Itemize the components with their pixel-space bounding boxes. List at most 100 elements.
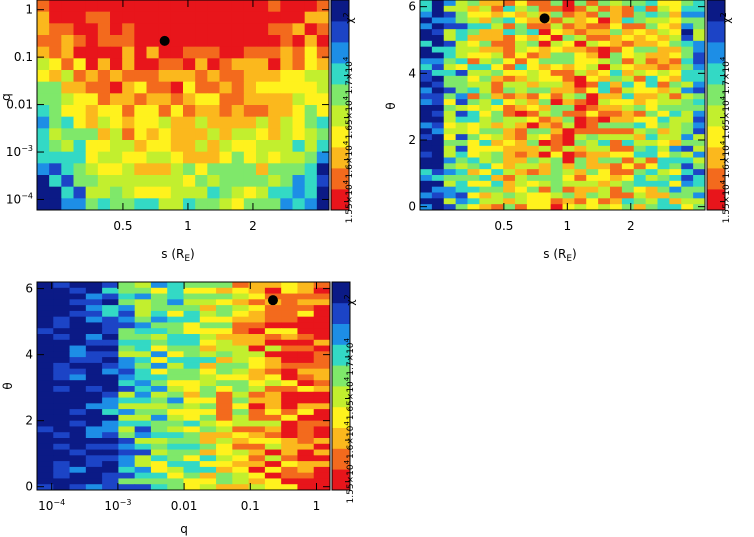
heatmap-cell: [610, 5, 623, 13]
heatmap-cell: [586, 110, 599, 118]
heatmap-cell: [313, 397, 331, 404]
heatmap-cell: [248, 426, 266, 433]
heatmap-cell: [146, 151, 160, 164]
heatmap-cell: [61, 175, 74, 188]
heatmap-cell: [550, 23, 563, 30]
colorbar-segment: [331, 126, 349, 148]
heatmap-cell: [292, 93, 306, 106]
heatmap-cell: [443, 58, 457, 65]
heatmap-cell: [491, 140, 504, 147]
heatmap-cell: [158, 186, 172, 199]
heatmap-cell: [669, 110, 682, 118]
heatmap-cell: [53, 282, 70, 289]
heatmap-cells: [37, 0, 330, 211]
heatmap-cell: [657, 58, 670, 65]
heatmap-cell: [264, 316, 282, 323]
heatmap-cell: [657, 5, 670, 13]
heatmap-cell: [574, 40, 587, 48]
heatmap-cell: [102, 380, 119, 387]
heatmap-cell: [37, 151, 50, 164]
heatmap-cell: [118, 432, 136, 439]
heatmap-cell: [195, 140, 208, 153]
colorbar-tick-label: 1.6×104: [719, 140, 732, 178]
heatmap-cell: [118, 426, 136, 433]
heatmap-cell: [503, 145, 516, 153]
y-tick-label: 4: [25, 348, 33, 362]
heatmap-cell: [645, 81, 658, 88]
heatmap-cell: [281, 357, 298, 364]
heatmap-cell: [443, 163, 457, 170]
heatmap-cell: [53, 420, 70, 427]
heatmap-cell: [669, 105, 682, 112]
heatmap-cell: [183, 345, 201, 352]
heatmap-cell: [574, 70, 587, 77]
x-tick-label: 0.1: [241, 499, 260, 513]
heatmap-cell: [49, 0, 62, 13]
heatmap-cell: [199, 368, 217, 375]
heatmap-cell: [232, 334, 250, 341]
heatmap-cell: [122, 23, 135, 36]
heatmap-cell: [455, 145, 468, 153]
heatmap-cell: [268, 11, 281, 24]
heatmap-cell: [610, 17, 623, 24]
heatmap-cell: [199, 403, 217, 410]
heatmap-cell: [562, 186, 575, 193]
heatmap-cell: [134, 198, 147, 211]
heatmap-cell: [134, 293, 152, 300]
heatmap-cell: [467, 140, 480, 147]
heatmap-cell: [110, 70, 123, 83]
heatmap-cell: [199, 397, 217, 404]
heatmap-cell: [102, 322, 119, 329]
heatmap-cell: [158, 81, 172, 94]
heatmap-cell: [297, 299, 315, 306]
heatmap-cell: [183, 461, 201, 468]
heatmap-cell: [118, 438, 136, 445]
heatmap-cell: [479, 116, 492, 123]
heatmap-cell: [420, 140, 433, 147]
heatmap-cell: [85, 472, 103, 479]
heatmap-cell: [657, 23, 670, 30]
heatmap-cell: [37, 374, 54, 381]
heatmap-cell: [37, 23, 50, 36]
heatmap-cell: [248, 420, 266, 427]
heatmap-cell: [515, 46, 528, 53]
heatmap-cell: [443, 46, 457, 53]
heatmap-cell: [562, 46, 575, 53]
heatmap-cell: [467, 0, 480, 7]
heatmap-cell: [199, 345, 217, 352]
heatmap-cell: [256, 93, 269, 106]
heatmap-cell: [183, 140, 196, 153]
heatmap-cell: [110, 151, 123, 164]
heatmap-cell: [102, 299, 119, 306]
heatmap-cell: [657, 11, 670, 18]
heatmap-cell: [633, 99, 647, 106]
heatmap-cell: [503, 35, 516, 42]
heatmap-cell: [85, 380, 103, 387]
heatmap-cell: [574, 204, 587, 211]
heatmap-cell: [49, 105, 62, 118]
heatmap-cell: [313, 282, 331, 289]
heatmap-cell: [645, 134, 658, 141]
heatmap-cell: [467, 93, 480, 100]
heatmap-cell: [657, 116, 670, 123]
heatmap-cell: [199, 351, 217, 358]
heatmap-cell: [195, 0, 208, 13]
heatmap-cell: [491, 99, 504, 106]
heatmap-cell: [586, 5, 599, 13]
heatmap-cell: [53, 357, 70, 364]
heatmap-cell: [562, 5, 575, 13]
heatmap-cell: [102, 438, 119, 445]
heatmap-cell: [538, 46, 552, 53]
heatmap-cell: [431, 145, 445, 153]
heatmap-cell: [199, 432, 217, 439]
heatmap-cell: [657, 169, 670, 176]
heatmap-cell: [150, 345, 168, 352]
heatmap-cell: [85, 23, 99, 36]
heatmap-cell: [158, 116, 172, 129]
heatmap-cell: [232, 391, 250, 398]
heatmap-cell: [503, 29, 516, 36]
heatmap-cell: [170, 175, 184, 188]
heatmap-cell: [598, 58, 611, 65]
heatmap-cell: [645, 151, 658, 158]
